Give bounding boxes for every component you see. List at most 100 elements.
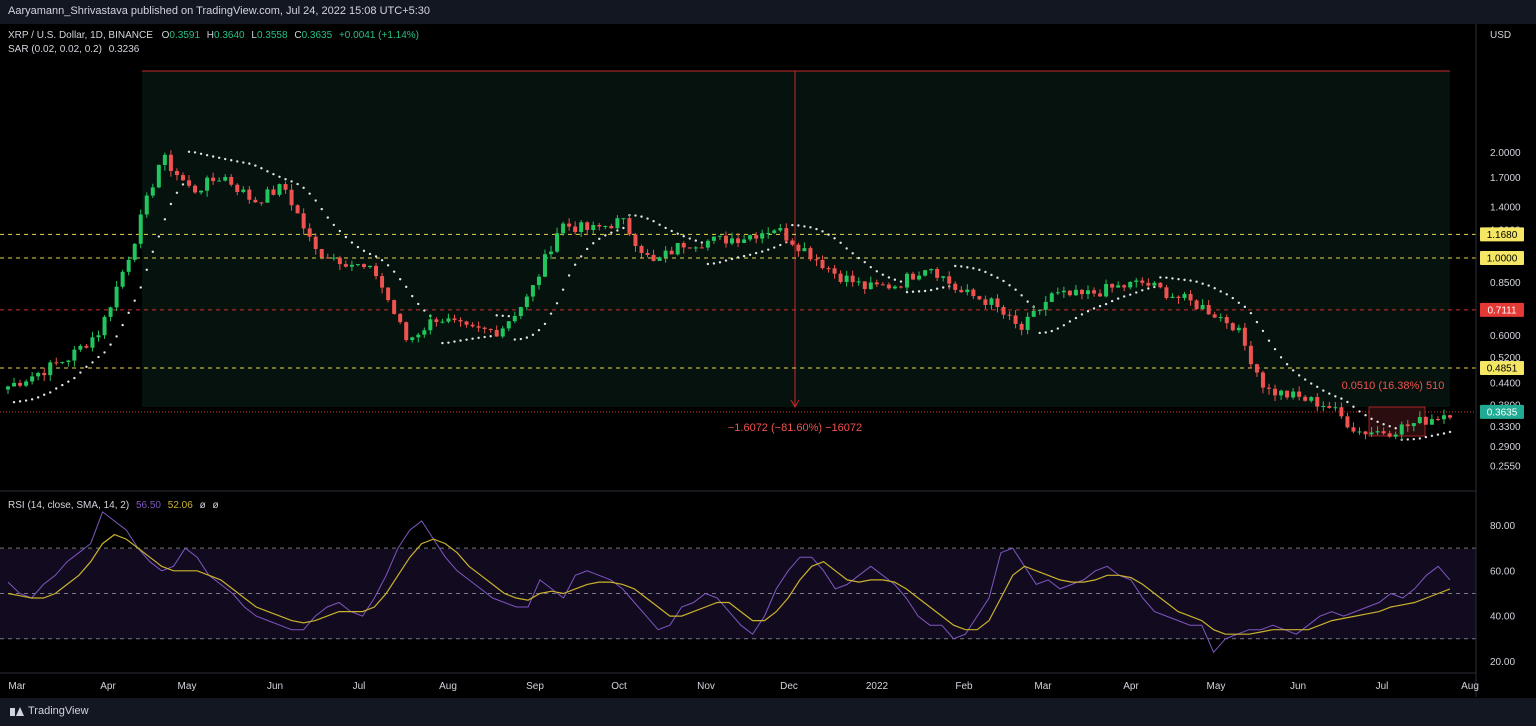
candle-body-110 [669,250,674,255]
candle-body-224 [1357,431,1362,433]
candle-body-60 [368,265,373,268]
candle-body-92 [561,223,566,234]
sar-value: 0.3236 [109,44,140,55]
candle-body-197 [1194,300,1199,309]
candle-body-102 [621,218,626,220]
time-tick-12: Mar [1034,681,1052,692]
candle-body-88 [536,276,541,286]
candle-body-219 [1327,406,1332,408]
candle-body-29 [180,175,185,181]
rsi-band [0,549,1476,639]
sar-dot-97 [592,242,595,245]
candle-body-41 [253,199,258,203]
sar-dot-55 [338,229,342,233]
sar-dot-101 [616,229,619,232]
candle-body-63 [386,287,391,301]
candle-body-17 [108,307,113,317]
sar-dot-1 [12,400,16,404]
sar-dot-134 [815,227,818,231]
sar-dot-157 [954,264,957,268]
rsi-value: 56.50 [136,500,161,511]
sar-dot-54 [332,223,336,227]
candle-body-14 [90,337,95,348]
level-badge-text-0: 1.1680 [1487,230,1518,241]
candle-body-167 [1013,315,1018,324]
candle-body-37 [229,176,234,185]
rsi-ma-value: 52.06 [168,500,193,511]
sar-dot-26 [163,218,167,221]
candle-body-35 [217,180,222,182]
candle-body-148 [898,286,903,288]
time-axis-ticks[interactable]: Mar Apr May Jun Jul Aug Sep Oct Nov Dec 2022 Feb Mar… [8,681,1479,692]
candle-body-50 [307,228,312,237]
candle-body-78 [476,326,481,328]
candle-body-1 [12,382,17,387]
rsi-tick-1: 60.00 [1490,566,1515,577]
sar-dot-228 [1382,423,1385,426]
sar-dot-114 [694,239,698,242]
sar-dot-9 [61,383,64,387]
level-badge-text-3: 0.4851 [1487,364,1518,375]
candle-body-66 [404,322,409,341]
sar-dot-16 [103,351,106,354]
candle-body-237 [1435,419,1440,421]
candle-body-91 [555,233,560,252]
sar-dot-33 [205,153,209,157]
rsi-extra-2: ø [212,500,218,511]
sar-dot-20 [127,311,130,315]
candle-body-65 [398,313,403,323]
candle-body-187 [1134,280,1139,282]
sar-dot-236 [1430,434,1434,438]
sar-dot-89 [543,322,547,326]
candle-body-9 [60,362,65,364]
candle-body-26 [162,154,167,165]
candle-body-193 [1170,296,1175,299]
sar-dot-230 [1394,427,1397,430]
candle-body-57 [349,264,354,267]
candle-body-176 [1067,290,1072,296]
candle-body-46 [283,184,288,190]
candle-body-105 [639,245,644,254]
time-tick-3: Jun [267,681,283,692]
candle-body-25 [156,164,161,188]
sar-dot-21 [133,299,136,302]
candle-body-42 [259,202,264,204]
candle-body-73 [446,318,451,322]
sar-dot-125 [760,250,764,253]
sar-dot-158 [960,265,963,268]
candle-body-61 [374,265,379,277]
candle-body-162 [983,299,988,305]
candle-body-139 [844,275,849,282]
candle-body-67 [410,337,415,341]
sar-dot-58 [356,245,360,249]
sar-dot-77 [471,337,474,340]
candle-body-68 [416,334,421,338]
level-badge-4 [1480,404,1524,419]
sar-dot-87 [531,333,535,337]
sar-dot-133 [809,226,812,229]
sar-dot-100 [610,231,613,234]
sar-dot-75 [459,339,462,342]
candle-body-220 [1333,407,1338,409]
candle-body-76 [464,321,469,325]
candle-body-194 [1176,296,1181,298]
sar-dot-59 [362,249,366,253]
sar-dot-188 [1141,289,1144,292]
candle-body-90 [549,251,554,255]
sar-dot-73 [447,341,450,344]
sar-dot-232 [1406,438,1409,441]
sar-label: SAR (0.02, 0.02, 0.2) [8,44,102,55]
sar-dot-235 [1424,435,1428,439]
tradingview-brand[interactable]: TradingView [10,705,89,717]
sar-dot-80 [489,335,492,338]
change-value: +0.0041 (+1.14%) [339,30,419,41]
sar-dot-153 [929,288,933,292]
sar-dot-8 [55,387,58,390]
candle-body-131 [796,244,801,252]
sar-dot-29 [181,183,185,186]
sar-dot-185 [1122,295,1126,298]
candle-body-141 [856,281,861,283]
sar-dot-221 [1340,397,1343,400]
candle-body-165 [1001,307,1006,315]
